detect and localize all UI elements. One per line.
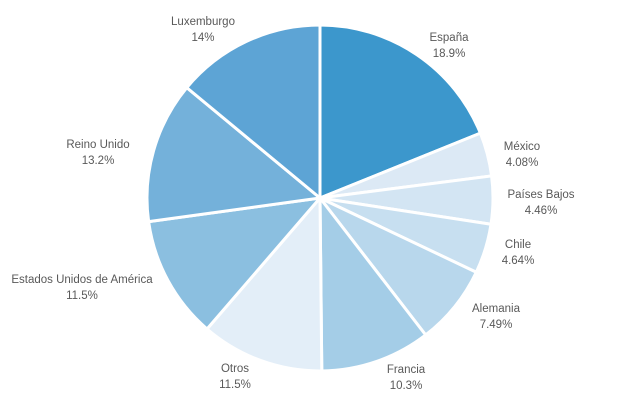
slice-value-reino-unido: 13.2%	[82, 155, 115, 167]
slice-value-otros: 11.5%	[219, 379, 251, 391]
slice-label-mexico: México	[504, 141, 540, 153]
pie-slice-espana	[318, 23, 483, 201]
pie-slice-estados-unidos-de-america	[146, 195, 324, 332]
slice-value-espana: 18.9%	[433, 48, 466, 60]
slice-value-luxemburgo: 14%	[191, 32, 214, 44]
slice-label-espana: España	[429, 32, 469, 44]
pie-slice-reino-unido	[145, 85, 324, 224]
slice-label-otros: Otros	[221, 363, 249, 375]
pie-slice-otros	[204, 194, 324, 373]
slice-label-alemania: Alemania	[472, 303, 521, 315]
labels-layer: España 18.9% México 4.08% Países Bajos 4.46% C…	[11, 16, 574, 392]
pie-slice-francia	[318, 193, 428, 373]
slice-value-mexico: 4.08%	[506, 157, 539, 169]
slice-value-paises-bajos: 4.46%	[525, 205, 558, 217]
slice-label-luxemburgo: Luxemburgo	[171, 16, 235, 28]
slice-label-reino-unido: Reino Unido	[66, 139, 129, 151]
slice-value-chile: 4.64%	[502, 255, 535, 267]
slice-label-francia: Francia	[387, 364, 426, 376]
slices-layer	[145, 23, 495, 373]
slice-label-estados-unidos-de-america: Estados Unidos de América	[11, 274, 153, 286]
slice-value-francia: 10.3%	[390, 380, 423, 392]
pie-slice-luxemburgo	[184, 23, 322, 202]
slice-label-paises-bajos: Países Bajos	[507, 189, 574, 201]
slice-value-alemania: 7.49%	[480, 319, 513, 331]
slice-value-estados-unidos-de-america: 11.5%	[66, 290, 98, 302]
slice-label-chile: Chile	[505, 239, 531, 251]
